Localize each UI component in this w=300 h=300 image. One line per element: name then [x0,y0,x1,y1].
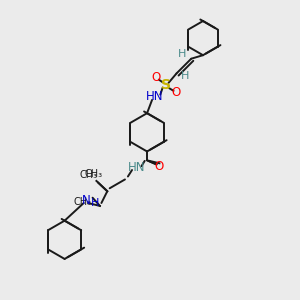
Text: H: H [91,198,99,208]
Text: O: O [151,71,160,84]
Text: N: N [82,194,91,207]
Text: CH₃: CH₃ [80,170,98,180]
Text: H: H [181,71,190,81]
Text: H: H [178,49,187,59]
Text: CH₃: CH₃ [84,169,103,179]
Text: CH₃: CH₃ [73,197,91,207]
Text: S: S [161,78,171,92]
Text: O: O [154,160,164,173]
Text: HN: HN [128,161,145,174]
Text: O: O [172,86,181,99]
Text: HN: HN [146,91,164,103]
